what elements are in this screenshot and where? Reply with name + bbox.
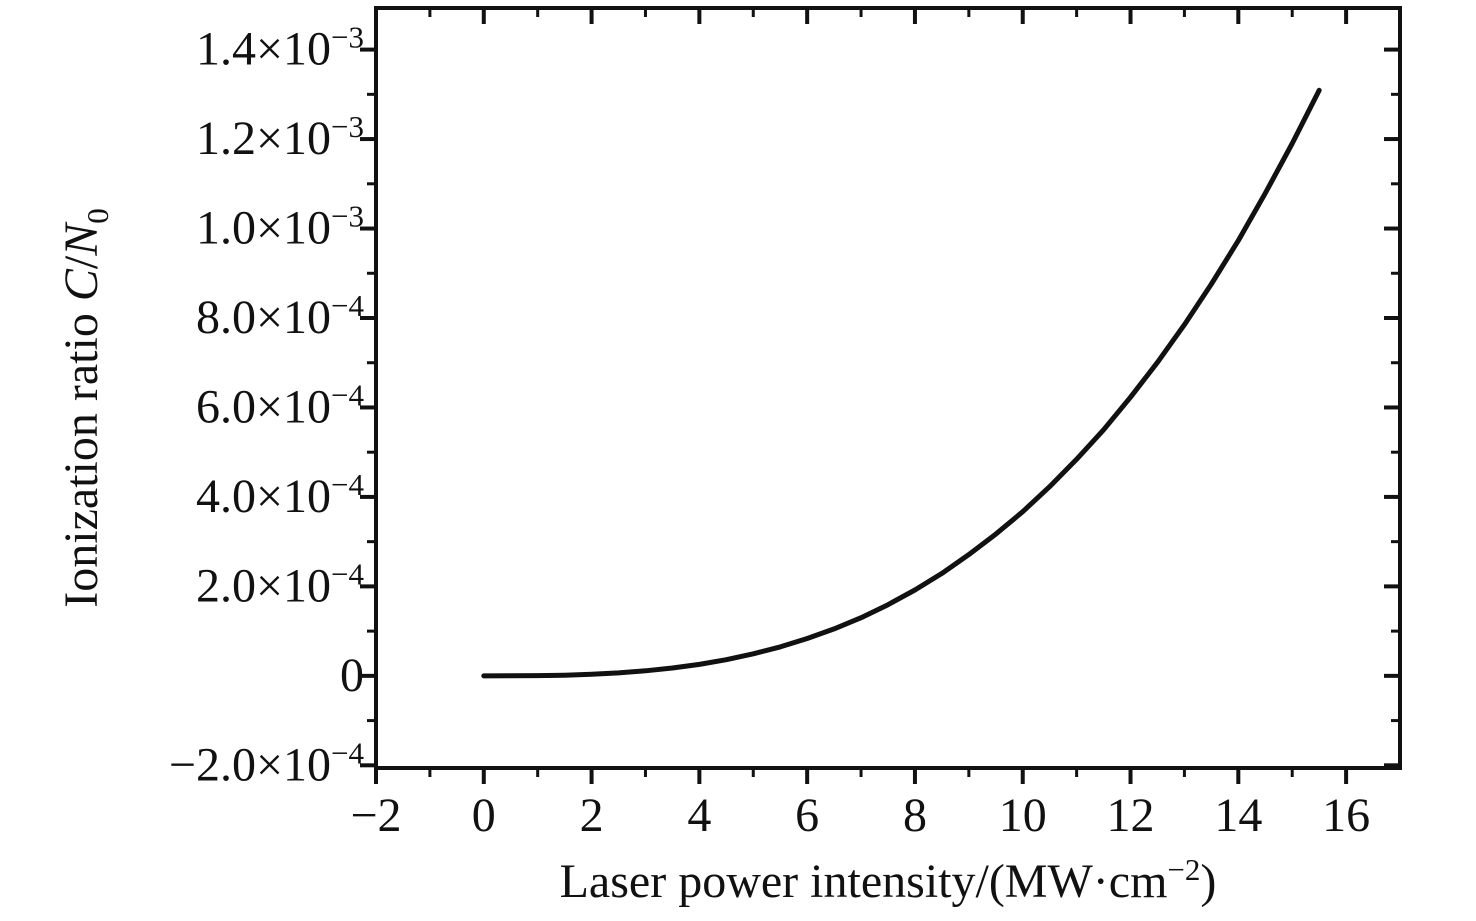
y-tick-exponent: −4	[331, 377, 364, 412]
y-axis-label: Ionization ratio C/N0	[55, 208, 115, 607]
x-axis-label-part: Laser power intensity/(MW·cm	[560, 855, 1168, 908]
y-tick-mantissa: 1.2×10	[196, 112, 331, 165]
x-tick-label-7: 12	[1107, 789, 1155, 842]
ionization-ratio-curve	[481, 87, 1322, 679]
y-axis-label-part: Ionization ratio	[55, 301, 108, 608]
y-tick-mantissa: 1.0×10	[196, 202, 331, 255]
y-tick-label-7: 0	[340, 649, 364, 702]
x-tick-label-5: 8	[903, 789, 927, 842]
y-tick-exponent: −4	[331, 735, 364, 770]
y-tick-label-3: 8.0×10−4	[196, 288, 365, 344]
x-axis-label: Laser power intensity/(MW·cm−2)	[560, 852, 1217, 908]
y-axis-label-part: C	[55, 268, 108, 301]
x-tick-label-9: 16	[1322, 789, 1370, 842]
plot-spines	[374, 6, 1402, 770]
y-axis-label-part: /	[55, 255, 108, 269]
y-tick-mantissa: 2.0×10	[196, 559, 331, 612]
y-tick-exponent: −4	[331, 467, 364, 502]
y-tick-label-0: 1.4×10−3	[196, 20, 364, 76]
x-axis-label-part: −2	[1167, 852, 1200, 887]
y-tick-mantissa: −2.0×10	[169, 738, 331, 791]
y-tick-mantissa: 4.0×10	[196, 470, 331, 523]
y-tick-exponent: −4	[331, 556, 364, 591]
x-tick-label-6: 10	[999, 789, 1047, 842]
x-tick-label-3: 4	[687, 789, 711, 842]
y-tick-mantissa: 1.4×10	[196, 23, 331, 76]
x-tick-label-4: 6	[795, 789, 819, 842]
y-tick-label-8: −2.0×10−4	[169, 735, 365, 791]
y-tick-exponent: −3	[331, 20, 364, 55]
x-tick-label-0: −2	[350, 789, 401, 842]
y-tick-label-5: 4.0×10−4	[196, 467, 365, 523]
y-axis-label-part: 0	[80, 208, 115, 224]
x-tick-label-8: 14	[1214, 789, 1262, 842]
y-tick-label-6: 2.0×10−4	[196, 556, 365, 612]
x-axis: −2 0 2 4 6 8 10 12 14 16	[350, 8, 1370, 842]
y-tick-label-4: 6.0×10−4	[196, 377, 365, 433]
y-tick-label-2: 1.0×10−3	[196, 199, 364, 255]
y-tick-exponent: −3	[331, 199, 364, 234]
y-tick-mantissa: 6.0×10	[196, 380, 331, 433]
y-axis-label-part: N	[55, 221, 108, 257]
x-tick-label-1: 0	[472, 789, 496, 842]
y-tick-label-1: 1.2×10−3	[196, 109, 364, 165]
y-tick-mantissa: 0	[340, 649, 364, 702]
x-tick-label-2: 2	[580, 789, 604, 842]
x-axis-label-part: )	[1200, 855, 1216, 908]
y-tick-exponent: −3	[331, 109, 364, 144]
y-axis: 1.4×10−31.2×10−31.0×10−38.0×10−46.0×10−4…	[169, 20, 1400, 791]
y-tick-exponent: −4	[331, 288, 364, 323]
y-tick-mantissa: 8.0×10	[196, 291, 331, 344]
